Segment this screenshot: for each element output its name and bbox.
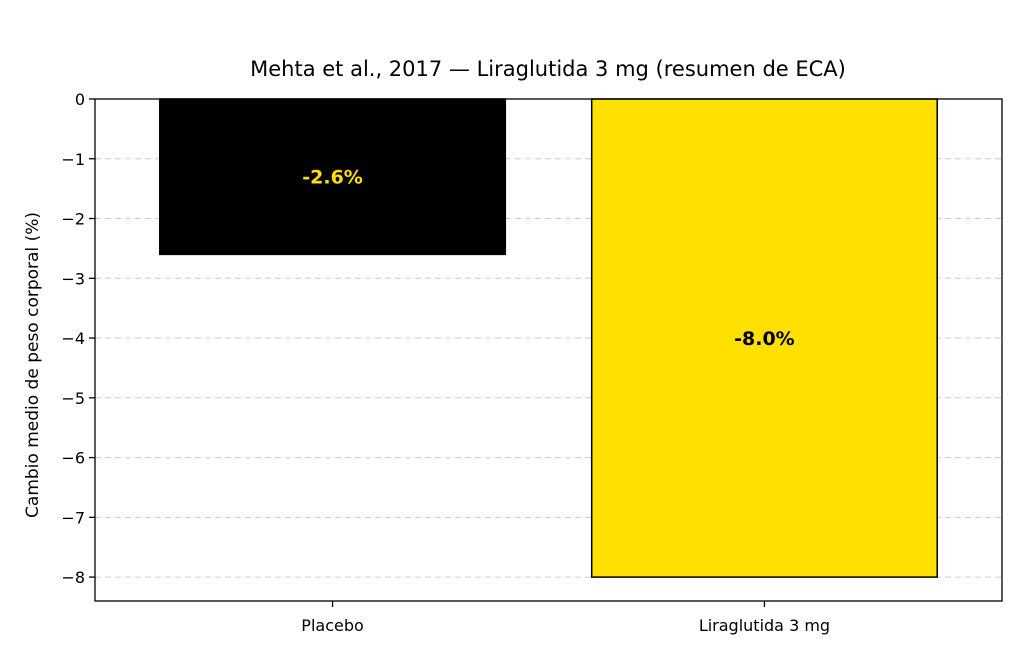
y-tick-label: −5 — [61, 389, 85, 408]
bar-labels: -2.6% -8.0% — [302, 167, 794, 350]
y-axis: 0 −1 −2 −3 −4 −5 −6 −7 −8 — [61, 90, 95, 587]
y-tick-label: −4 — [61, 329, 85, 348]
y-tick-label: −2 — [61, 210, 85, 229]
x-tick-label: Liraglutida 3 mg — [699, 616, 830, 635]
plot-frame — [94, 98, 1003, 602]
x-tick-label: Placebo — [301, 616, 363, 635]
y-tick-label: −1 — [61, 150, 85, 169]
x-axis: Placebo Liraglutida 3 mg — [301, 601, 830, 635]
bar-data-label: -2.6% — [302, 167, 363, 189]
y-tick-label: −6 — [61, 449, 85, 468]
y-tick-label: −3 — [61, 269, 85, 288]
y-axis-label: Cambio medio de peso corporal (%) — [23, 212, 43, 518]
y-tick-label: −8 — [61, 568, 85, 587]
bars — [159, 98, 938, 578]
bar-0 — [159, 98, 507, 256]
y-tick-label: 0 — [75, 90, 85, 109]
chart-title: Mehta et al., 2017 — Liraglutida 3 mg (r… — [250, 57, 846, 81]
y-tick-label: −7 — [61, 508, 85, 527]
bar-1 — [590, 98, 938, 578]
bar-data-label: -8.0% — [734, 328, 795, 350]
